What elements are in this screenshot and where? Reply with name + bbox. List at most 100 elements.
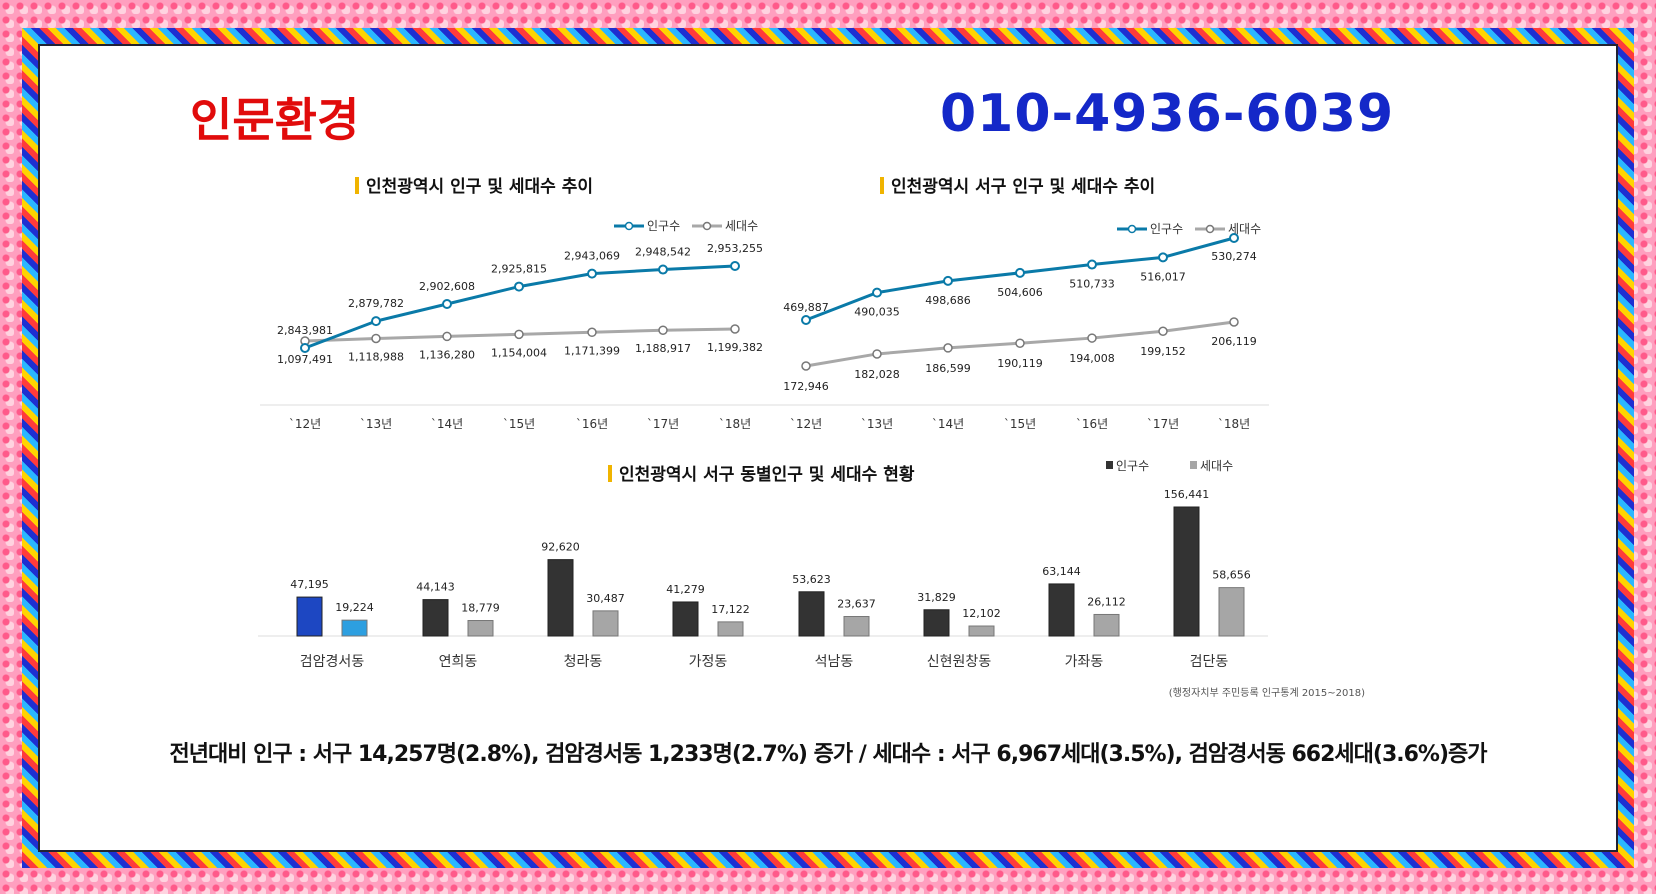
x-tick-label: `16년 bbox=[576, 417, 608, 431]
households-point bbox=[943, 343, 953, 353]
population-data-label: 504,606 bbox=[997, 286, 1043, 299]
legend-population-label: 인구수 bbox=[647, 219, 680, 233]
households-point bbox=[1087, 333, 1097, 343]
chart1-legend: 인구수 세대수 bbox=[614, 219, 758, 233]
category-label: 검암경서동 bbox=[300, 654, 365, 670]
households-point bbox=[801, 361, 811, 371]
population-data-label: 510,733 bbox=[1069, 278, 1115, 291]
x-tick-label: `13년 bbox=[360, 417, 392, 431]
population-point bbox=[1015, 267, 1025, 278]
households-bar bbox=[467, 620, 494, 637]
brand-title: 인문환경 bbox=[190, 93, 360, 147]
population-data-label: 2,948,542 bbox=[635, 246, 691, 259]
households-point bbox=[1158, 326, 1168, 336]
population-bar bbox=[672, 601, 699, 637]
households-bar bbox=[717, 621, 744, 637]
households-data-label: 199,152 bbox=[1140, 345, 1186, 358]
title-marker bbox=[880, 177, 884, 194]
legend-households-marker bbox=[1205, 224, 1215, 234]
households-data-label: 1,136,280 bbox=[419, 348, 475, 361]
households-data-label: 1,188,917 bbox=[635, 342, 691, 355]
population-data-label: 41,279 bbox=[666, 583, 705, 596]
legend-households-swatch bbox=[1190, 461, 1197, 469]
population-data-label: 44,143 bbox=[416, 581, 455, 594]
phone-number: 010-4936-6039 bbox=[940, 84, 1395, 144]
chart-seogu-dong-bars: 인천광역시 서구 동별인구 및 세대수 현황 인구수 세대수 47,195 19,2… bbox=[258, 459, 1365, 699]
households-bar bbox=[843, 616, 870, 637]
households-bar bbox=[1218, 587, 1245, 637]
households-data-label: 186,599 bbox=[925, 362, 971, 375]
legend-population-marker bbox=[1127, 224, 1137, 234]
population-point bbox=[371, 316, 381, 327]
households-data-label: 190,119 bbox=[997, 357, 1043, 370]
legend-households-label: 세대수 bbox=[725, 219, 758, 233]
legend-households-label: 세대수 bbox=[1228, 222, 1261, 236]
population-data-label: 2,943,069 bbox=[564, 250, 620, 263]
x-tick-label: `13년 bbox=[861, 417, 893, 431]
legend-households-marker bbox=[702, 221, 712, 231]
households-data-label: 206,119 bbox=[1211, 335, 1257, 348]
population-bar bbox=[923, 609, 950, 637]
x-tick-label: `17년 bbox=[1147, 417, 1179, 431]
legend-population-label: 인구수 bbox=[1150, 222, 1183, 236]
households-data-label: 172,946 bbox=[783, 380, 829, 393]
x-tick-label: `18년 bbox=[1218, 417, 1250, 431]
households-data-label: 1,118,988 bbox=[348, 350, 404, 363]
population-bar bbox=[296, 596, 323, 637]
x-tick-label: `18년 bbox=[719, 417, 751, 431]
households-point bbox=[1015, 338, 1025, 348]
population-point bbox=[801, 315, 811, 325]
title-marker bbox=[355, 177, 359, 194]
households-data-label: 182,028 bbox=[854, 368, 900, 381]
chart3-legend: 인구수 세대수 bbox=[1106, 459, 1233, 473]
population-point bbox=[514, 281, 524, 292]
chart-seogu-population: 인천광역시 서구 인구 및 세대수 추이 인구수 세대수 `12년 `13년 `14년… bbox=[761, 177, 1269, 431]
population-bar bbox=[422, 599, 449, 637]
legend-population-label: 인구수 bbox=[1116, 459, 1149, 473]
content-panel bbox=[38, 44, 1618, 852]
chart3-title: 인천광역시 서구 동별인구 및 세대수 현황 bbox=[619, 465, 915, 485]
population-data-label: 469,887 bbox=[783, 301, 829, 314]
population-point bbox=[587, 268, 597, 279]
x-tick-label: `14년 bbox=[932, 417, 964, 431]
chart2-title: 인천광역시 서구 인구 및 세대수 추이 bbox=[891, 177, 1155, 197]
households-point bbox=[1229, 317, 1239, 327]
households-point bbox=[371, 333, 381, 344]
households-bar bbox=[968, 625, 995, 637]
chart2-legend: 인구수 세대수 bbox=[1117, 222, 1261, 236]
category-label: 연희동 bbox=[439, 654, 478, 670]
households-data-label: 17,122 bbox=[711, 603, 750, 616]
households-bar bbox=[1093, 613, 1120, 637]
population-point bbox=[1087, 259, 1097, 270]
households-point bbox=[730, 324, 740, 334]
summary-text: 전년대비 인구 : 서구 14,257명(2.8%), 검암경서동 1,233명… bbox=[169, 742, 1488, 767]
category-label: 신현원창동 bbox=[927, 654, 992, 670]
households-data-label: 58,656 bbox=[1212, 569, 1251, 582]
households-data-label: 1,154,004 bbox=[491, 346, 547, 359]
households-data-label: 1,199,382 bbox=[707, 341, 763, 354]
population-point bbox=[1158, 252, 1168, 263]
population-data-label: 92,620 bbox=[541, 541, 580, 554]
source-note: (행정자치부 주민등록 인구통계 2015~2018) bbox=[1169, 687, 1365, 699]
population-point bbox=[442, 299, 452, 310]
population-bar bbox=[1048, 583, 1075, 637]
x-tick-label: `17년 bbox=[647, 417, 679, 431]
category-label: 검단동 bbox=[1190, 654, 1229, 670]
households-bar bbox=[341, 619, 368, 637]
households-point bbox=[587, 327, 597, 338]
households-data-label: 19,224 bbox=[335, 601, 374, 614]
population-data-label: 2,902,608 bbox=[419, 280, 475, 293]
households-data-label: 1,171,399 bbox=[564, 344, 620, 357]
households-point bbox=[442, 331, 452, 342]
households-point bbox=[872, 349, 882, 359]
x-tick-label: `14년 bbox=[431, 417, 463, 431]
category-label: 가정동 bbox=[689, 654, 728, 670]
legend-population-swatch bbox=[1106, 461, 1113, 469]
households-data-label: 30,487 bbox=[586, 592, 625, 605]
population-data-label: 530,274 bbox=[1211, 250, 1257, 263]
population-point bbox=[872, 287, 882, 298]
households-data-label: 194,008 bbox=[1069, 352, 1115, 365]
population-data-label: 2,879,782 bbox=[348, 297, 404, 310]
legend-population-marker bbox=[624, 221, 634, 231]
